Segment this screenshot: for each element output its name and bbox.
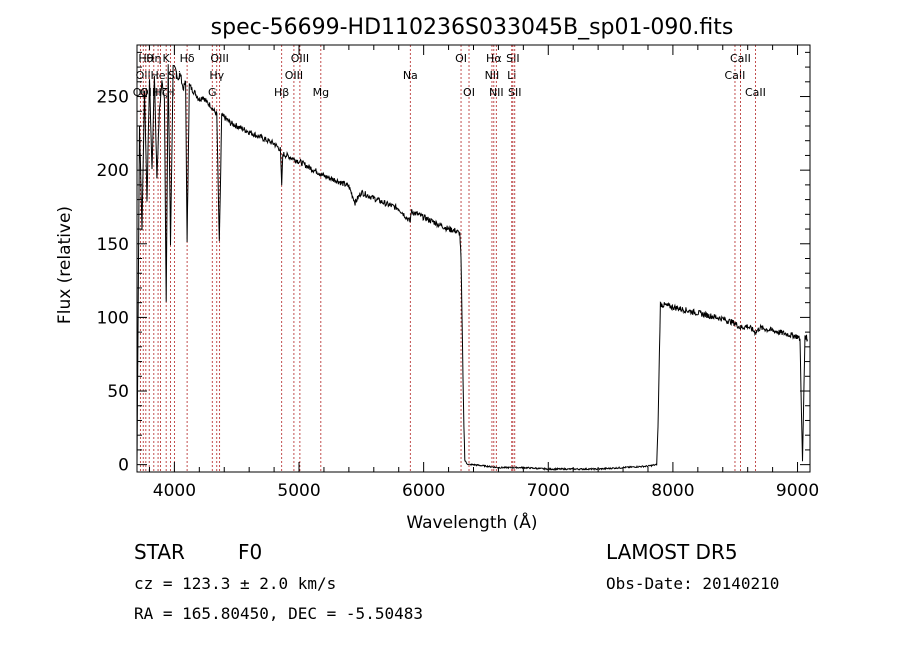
- line-marker-label: Hθ: [138, 52, 153, 65]
- line-marker-label: SII: [508, 86, 521, 99]
- line-marker-label: Hδ: [180, 52, 195, 65]
- line-marker-label: K: [163, 52, 171, 65]
- survey-name: LAMOST DR5: [606, 540, 738, 564]
- line-marker-label: OIII: [210, 52, 228, 65]
- x-tick-label: 5000: [277, 481, 320, 501]
- line-marker-label: Mg: [313, 86, 329, 99]
- line-marker-label: NII: [489, 86, 504, 99]
- y-tick-label: 150: [97, 235, 129, 255]
- plot-frame: [136, 44, 811, 473]
- y-tick-label: 50: [107, 382, 129, 402]
- x-tick-label: 7000: [527, 481, 570, 501]
- line-marker-label: Hβ: [274, 86, 289, 99]
- line-marker-label: OI: [455, 52, 467, 65]
- spectral-subclass: F0: [238, 540, 263, 564]
- line-marker-label: Na: [403, 69, 418, 82]
- object-class: STAR: [134, 540, 185, 564]
- line-marker-label: OI: [463, 86, 475, 99]
- emission-line-markers: OIIOIIHθOIIIHηHeHζKHSiiHδGHγOIIIHβOIIIOI…: [133, 45, 766, 472]
- line-marker-label: Hγ: [209, 69, 224, 82]
- x-tick-label: 4000: [153, 481, 196, 501]
- line-marker-label: OIII: [291, 52, 309, 65]
- line-marker-label: H: [166, 86, 174, 99]
- x-axis-label: Wavelength (Å): [406, 511, 537, 533]
- coordinates: RA = 165.80450, DEC = -5.50483: [134, 604, 423, 623]
- x-tick-label: 8000: [651, 481, 694, 501]
- line-marker-label: OII: [136, 69, 151, 82]
- line-marker-label: CaII: [725, 69, 746, 82]
- line-marker-label: OIII: [285, 69, 303, 82]
- line-marker-label: NII: [485, 69, 500, 82]
- y-tick-label: 100: [97, 308, 129, 328]
- x-tick-label: 9000: [776, 481, 819, 501]
- y-axis-label: Flux (relative): [55, 206, 75, 324]
- y-tick-label: 200: [97, 161, 129, 181]
- chart-title: spec-56699-HD110236S033045B_sp01-090.fit…: [211, 15, 734, 40]
- line-marker-label: Li: [507, 69, 516, 82]
- line-marker-label: G: [208, 86, 217, 99]
- line-marker-label: SII: [506, 52, 519, 65]
- x-tick-label: 6000: [402, 481, 445, 501]
- line-marker-label: He: [151, 69, 166, 82]
- y-tick-label: 250: [97, 88, 129, 108]
- line-marker-label: CaII: [745, 86, 766, 99]
- redshift-cz: cz = 123.3 ± 2.0 km/s: [134, 574, 337, 593]
- line-marker-label: Hα: [486, 52, 502, 65]
- plot-axes: 4000 5000 6000 7000 8000 9000 0 50 100 150 200 250: [97, 44, 819, 501]
- spectrum-line: [136, 64, 808, 472]
- line-marker-label: Hη: [146, 52, 161, 65]
- y-tick-label: 0: [118, 456, 129, 476]
- line-marker-label: CaII: [730, 52, 751, 65]
- observation-date: Obs-Date: 20140210: [606, 574, 780, 593]
